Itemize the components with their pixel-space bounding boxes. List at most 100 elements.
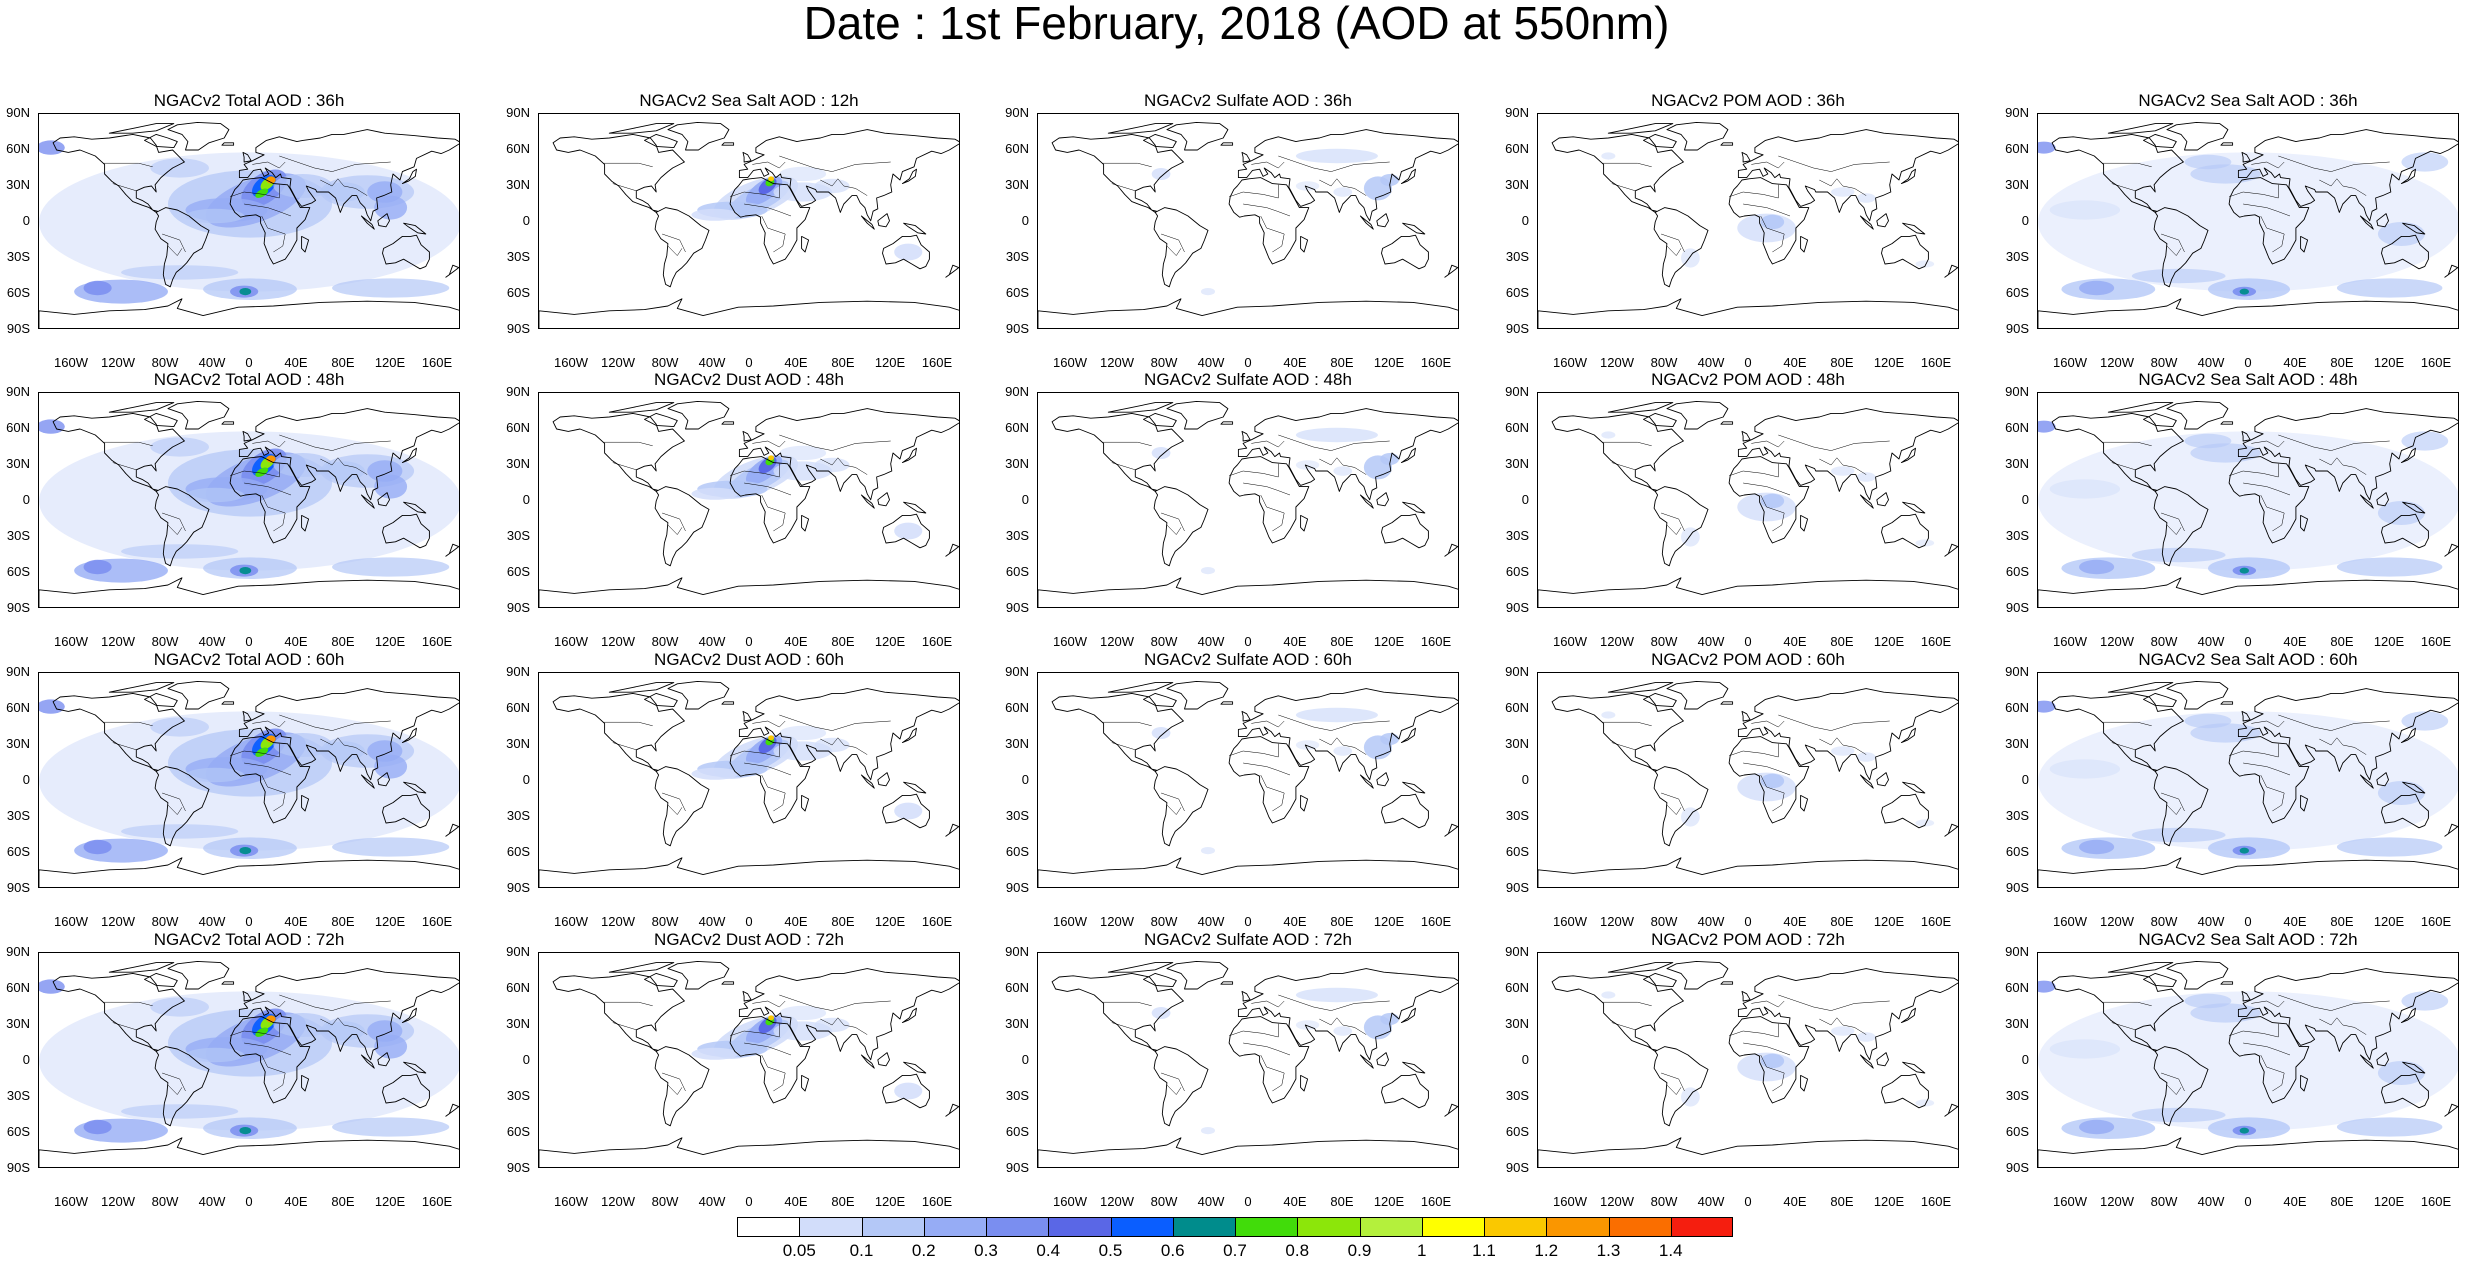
country-border [1729, 184, 1779, 199]
coastline-new-guinea [1402, 501, 1426, 514]
longitude-tick-label: 80E [1830, 634, 1854, 649]
coastline-australia [1381, 234, 1429, 270]
coastline-iceland [2220, 701, 2234, 705]
aod-plume [150, 717, 209, 737]
coastline-baffin [1143, 133, 1177, 149]
coastline-africa [1228, 177, 1310, 265]
aod-field-layer [691, 725, 923, 820]
longitude-tick-label: 80E [831, 1194, 855, 1209]
country-border [1260, 215, 1285, 253]
aod-plume [894, 802, 923, 820]
panel-title: NGACv2 POM AOD : 36h [1651, 91, 1845, 110]
latitude-tick-label: 90N [2005, 664, 2029, 679]
longitude-tick-label: 0 [745, 914, 753, 929]
country-border [2278, 994, 2390, 1011]
coastline-australia [382, 513, 430, 549]
coastline-baffin [144, 412, 178, 428]
country-border [1102, 441, 1152, 447]
aod-plume [150, 437, 209, 457]
coastline-new-zealand [1444, 543, 1458, 557]
country-border [779, 994, 891, 1011]
map-panel-pom: NGACv2 POM AOD : 60h 90N 60N 30N 0 30S 60S 90S 1… [1499, 651, 1999, 931]
aod-plume [894, 522, 923, 540]
colorbar-swatch [1110, 1217, 1174, 1237]
aod-plume [2079, 559, 2115, 575]
longitude-tick-label: 40W [2197, 355, 2225, 370]
colorbar-label: 0.5 [1098, 1241, 1123, 1260]
aod-plume [2336, 1117, 2443, 1137]
coastline-eurasia [2237, 408, 2458, 501]
coastline-arabia-fill [1791, 184, 1817, 207]
aod-plume [1333, 1026, 1353, 1036]
coastline-layer [539, 680, 959, 887]
map-frame [1037, 952, 1459, 1168]
country-border [1251, 720, 1285, 728]
country-border [1661, 1072, 1685, 1092]
country-border [820, 178, 868, 196]
aod-field-map [2038, 121, 2458, 328]
longitude-tick-label: 160W [54, 355, 88, 370]
coastline-arabia-fill [1791, 743, 1817, 766]
aod-plume [2336, 557, 2443, 577]
aod-plume [2377, 501, 2425, 525]
coastline-eurasia [1737, 968, 1958, 1061]
country-border [1260, 494, 1285, 532]
country-border [2278, 434, 2390, 451]
map-panel-total: NGACv2 Total AOD : 60h 90N 60N 30N 0 30S 60S 90… [0, 651, 500, 931]
map-panel-seasalt: NGACv2 Sea Salt AOD : 60h 90N 60N 30N 0 30S 60… [1999, 651, 2473, 931]
country-border [2102, 1001, 2152, 1007]
longitude-tick-label: 0 [2244, 914, 2252, 929]
latitude-tick-label: 30N [506, 736, 530, 751]
aod-field-map [539, 680, 959, 887]
longitude-tick-label: 80W [151, 1194, 179, 1209]
country-border [230, 743, 280, 758]
longitude-tick-label: 80W [2150, 1194, 2178, 1209]
panel-title: NGACv2 Total AOD : 36h [153, 91, 345, 110]
country-border [1229, 743, 1279, 758]
coastline-iceland [221, 701, 235, 705]
aod-plume [83, 559, 112, 575]
latitude-tick-label: 90N [6, 944, 30, 959]
aod-plume [779, 725, 827, 741]
coastline-arctic-islands [608, 682, 675, 693]
coastline-greenland [167, 121, 230, 151]
latitude-tick-label: 0 [22, 1052, 30, 1067]
coastline-new-guinea [2402, 781, 2426, 794]
country-border [779, 434, 891, 451]
coastline-new-guinea [2402, 501, 2426, 514]
coastline-new-guinea [903, 501, 927, 514]
country-border [1229, 184, 1279, 199]
country-border [1760, 215, 1785, 253]
coastline-madagascar [301, 235, 310, 253]
country-border [2260, 774, 2285, 812]
country-border [1819, 1017, 1867, 1035]
latitude-tick-label: 0 [1521, 492, 1529, 507]
coastline-indonesia-borneo [877, 213, 890, 228]
country-border [167, 1084, 183, 1095]
colorbar-swatch [1297, 1217, 1361, 1237]
latitude-tick-label: 60S [1505, 564, 1529, 579]
country-border [1161, 512, 1185, 532]
coastline-new-guinea [903, 1061, 927, 1074]
aod-plume [2038, 141, 2056, 154]
coastline-indonesia-sumatra [1359, 494, 1374, 509]
coastline-africa [729, 1016, 811, 1104]
coastline-australia [382, 793, 430, 829]
coastline-indonesia-borneo [877, 772, 890, 787]
longitude-tick-label: 120E [874, 1194, 906, 1209]
coastline-arctic-islands [608, 123, 675, 134]
coastline-antarctica [539, 1137, 959, 1167]
panel-title: NGACv2 Sea Salt AOD : 72h [2138, 930, 2358, 949]
aod-plume [779, 166, 827, 182]
longitude-tick-label: 160E [921, 1194, 953, 1209]
country-border [1666, 1084, 1682, 1095]
country-border [1729, 743, 1779, 758]
panel-title: NGACv2 Sea Salt AOD : 12h [639, 91, 859, 110]
latitude-tick-label: 30S [1005, 528, 1029, 543]
country-border [2278, 714, 2390, 731]
coastline-british-isles [742, 710, 752, 722]
longitude-tick-label: 120W [2100, 355, 2134, 370]
coastline-layer [39, 121, 459, 328]
latitude-tick-label: 60S [506, 1124, 530, 1139]
longitude-tick-label: 120E [874, 914, 906, 929]
